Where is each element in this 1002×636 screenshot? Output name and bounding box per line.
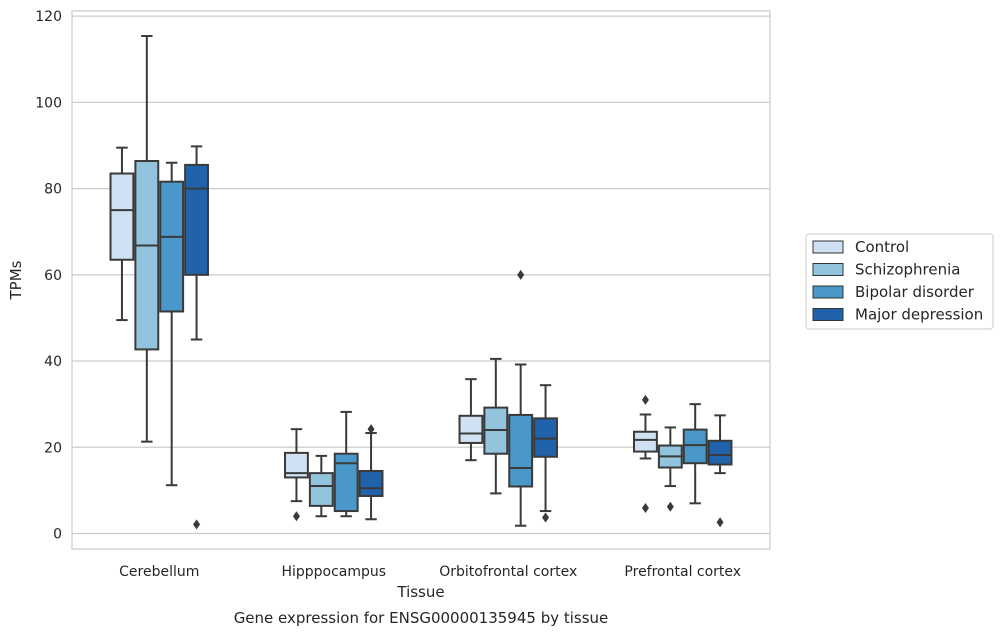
box-plot — [308, 454, 334, 518]
outlier-point — [641, 503, 649, 514]
x-axis-title: Tissue — [396, 583, 444, 601]
outlier-point — [542, 512, 550, 523]
y-tick-label: 0 — [53, 526, 62, 542]
legend-label: Bipolar disorder — [855, 283, 975, 301]
outlier-point — [367, 424, 375, 435]
legend-label: Control — [855, 238, 909, 256]
box-iqr — [633, 430, 658, 453]
outlier-point — [517, 269, 525, 280]
plot-background — [72, 11, 770, 549]
box-plot — [508, 269, 534, 527]
x-tick-label: Cerebellum — [119, 564, 199, 580]
box-iqr — [134, 160, 160, 351]
box-plot — [707, 414, 733, 528]
y-tick-labels: 0 20 40 60 80 100 120 — [35, 9, 62, 542]
box-plot — [483, 357, 509, 495]
box-iqr — [284, 451, 309, 479]
legend-label: Schizophrenia — [855, 261, 960, 279]
box-plot — [458, 378, 484, 462]
y-tick-label: 60 — [44, 268, 62, 284]
outlier-point — [666, 501, 674, 512]
outlier-point — [716, 517, 724, 528]
y-tick-label: 120 — [35, 9, 62, 25]
y-tick-label: 80 — [44, 182, 62, 198]
box-plot — [333, 410, 359, 518]
x-tick-label: Orbitofrontal cortex — [439, 564, 577, 580]
box-iqr — [159, 180, 185, 313]
legend-frame — [805, 233, 994, 330]
box-iqr — [508, 413, 534, 488]
box-plot — [134, 35, 160, 443]
box-iqr — [707, 439, 733, 466]
box-iqr — [682, 428, 708, 465]
box-iqr — [533, 417, 558, 458]
y-tick-label: 20 — [44, 440, 62, 456]
box-iqr — [308, 472, 334, 507]
x-tick-labels: Cerebellum Hipppocampus Orbitofrontal cort… — [119, 564, 741, 580]
outlier-point — [292, 511, 300, 522]
chart-caption: Gene expression for ENSG00000135945 by t… — [234, 609, 609, 627]
legend: Control Schizophrenia Bipolar disorder Majo… — [805, 233, 994, 330]
box-iqr — [358, 469, 384, 497]
box-plot — [284, 428, 309, 522]
y-axis-title: TPMs — [7, 260, 25, 300]
box-iqr — [333, 452, 359, 513]
box-plot — [109, 146, 135, 322]
box-series — [109, 35, 733, 530]
y-tick-label: 40 — [44, 354, 62, 370]
legend-swatch — [812, 263, 844, 276]
plot-frame — [71, 10, 771, 550]
x-tick-label: Prefrontal cortex — [624, 564, 741, 580]
box-plot — [657, 426, 683, 512]
box-iqr — [109, 172, 135, 261]
x-tick-label: Hipppocampus — [281, 564, 386, 580]
outlier-point — [641, 394, 649, 405]
legend-label: Major depression — [855, 306, 983, 324]
box-iqr — [184, 163, 209, 276]
box-plot — [184, 145, 209, 530]
box-plot — [358, 424, 384, 521]
box-plot — [682, 403, 708, 505]
box-plot — [159, 161, 185, 487]
legend-swatch — [812, 285, 844, 299]
legend-swatch — [812, 240, 844, 254]
outlier-point — [193, 519, 201, 530]
legend-swatch — [812, 308, 844, 321]
box-iqr — [458, 414, 484, 444]
box-plot — [533, 384, 558, 523]
y-tick-label: 100 — [35, 95, 62, 111]
box-plot — [633, 394, 658, 514]
